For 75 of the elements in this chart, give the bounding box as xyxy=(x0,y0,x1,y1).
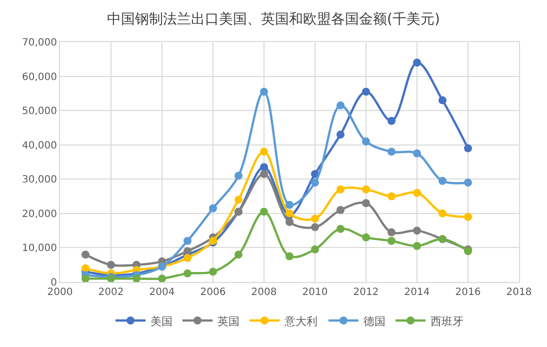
point xyxy=(362,185,370,194)
y-tick-label: 50,000 xyxy=(22,106,57,118)
point xyxy=(438,176,446,185)
point xyxy=(234,250,242,259)
point xyxy=(82,250,90,259)
point xyxy=(311,223,319,232)
x-tick-label: 2014 xyxy=(404,287,430,298)
point xyxy=(234,172,242,180)
y-tick-label: 70,000 xyxy=(22,38,57,48)
point xyxy=(311,245,319,254)
legend-label: 美国 xyxy=(150,314,172,328)
point xyxy=(413,58,421,67)
y-tick-label: 30,000 xyxy=(22,174,57,186)
y-tick-label: 10,000 xyxy=(22,243,57,254)
point xyxy=(158,274,166,282)
point xyxy=(260,88,268,96)
point xyxy=(413,188,421,197)
x-tick-label: 2010 xyxy=(302,287,328,298)
point xyxy=(311,178,319,187)
point xyxy=(286,200,294,209)
point xyxy=(234,196,242,204)
point xyxy=(82,274,90,282)
point xyxy=(260,208,268,216)
point xyxy=(362,199,370,208)
point xyxy=(388,228,396,236)
legend-label: 德国 xyxy=(364,314,386,328)
point xyxy=(336,101,344,110)
point xyxy=(260,163,268,172)
point xyxy=(107,260,115,269)
point xyxy=(388,236,396,245)
legend-label: 英国 xyxy=(218,314,240,328)
point xyxy=(184,269,192,278)
x-tick-label: 2016 xyxy=(455,287,481,298)
point xyxy=(286,218,294,226)
point xyxy=(336,206,344,214)
point xyxy=(260,170,268,178)
point xyxy=(464,144,472,152)
y-tick-label: 60,000 xyxy=(22,72,57,83)
point xyxy=(311,214,319,223)
point xyxy=(438,209,446,218)
legend-label: 意大利 xyxy=(284,314,318,328)
point xyxy=(336,185,344,194)
chart-title: 中国钢制法兰出口美国、英国和欧盟各国金额(千美元) xyxy=(107,12,440,28)
y-tick-label: 0 xyxy=(50,278,57,288)
point xyxy=(413,226,421,235)
x-tick-label: 2008 xyxy=(251,287,277,298)
point xyxy=(362,88,370,96)
point xyxy=(362,233,370,242)
point xyxy=(132,274,140,282)
y-tick-label: 40,000 xyxy=(22,140,57,152)
point xyxy=(464,212,472,221)
point xyxy=(209,268,217,276)
point xyxy=(260,148,268,156)
point xyxy=(388,192,396,200)
x-tick-label: 2000 xyxy=(47,287,73,298)
point xyxy=(362,137,370,146)
x-tick-label: 2006 xyxy=(200,287,226,298)
x-tick-label: 2002 xyxy=(98,287,124,298)
point xyxy=(413,149,421,158)
point xyxy=(209,204,217,212)
point xyxy=(388,116,396,125)
point xyxy=(82,264,90,272)
point xyxy=(336,224,344,233)
x-tick-label: 2004 xyxy=(149,287,175,298)
point xyxy=(438,96,446,104)
point xyxy=(388,148,396,156)
y-tick-label: 20,000 xyxy=(22,208,57,220)
point xyxy=(184,236,192,245)
point xyxy=(413,242,421,250)
x-tick-label: 2018 xyxy=(506,287,532,298)
x-tick-label: 2012 xyxy=(353,287,379,298)
point xyxy=(336,130,344,139)
legend-label: 西班牙 xyxy=(430,314,464,328)
point xyxy=(286,252,294,260)
point xyxy=(464,178,472,187)
